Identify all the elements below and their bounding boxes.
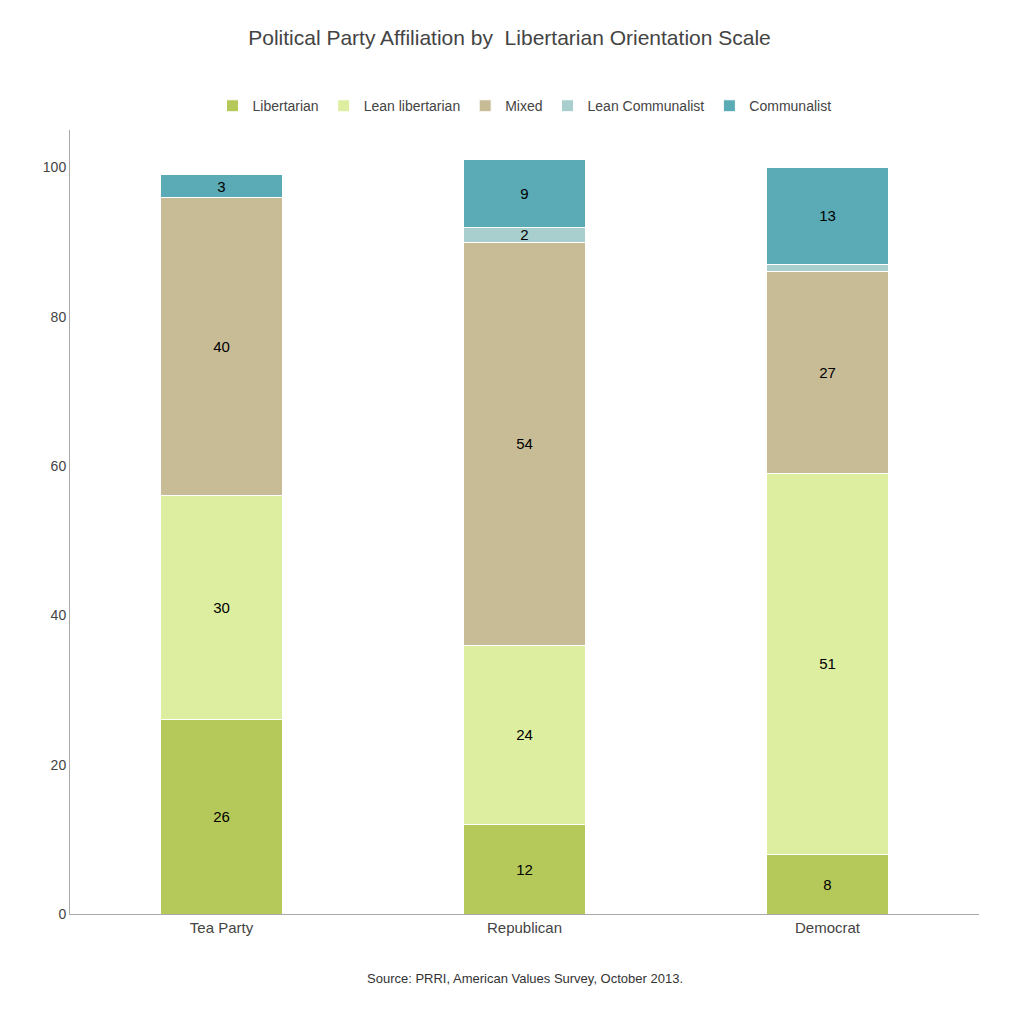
svg-text:24: 24 [516, 726, 533, 743]
svg-text:3: 3 [217, 178, 225, 195]
svg-text:12: 12 [516, 861, 533, 878]
svg-text:Political Party Affiliation by: Political Party Affiliation by Libertari… [248, 26, 771, 49]
svg-text:40: 40 [213, 338, 230, 355]
svg-text:40: 40 [51, 607, 67, 623]
svg-text:26: 26 [213, 808, 230, 825]
svg-text:Republican: Republican [487, 919, 562, 936]
svg-text:100: 100 [43, 159, 67, 175]
svg-text:Democrat: Democrat [795, 919, 861, 936]
svg-text:0: 0 [58, 906, 66, 922]
svg-text:Libertarian: Libertarian [253, 98, 319, 114]
svg-text:13: 13 [819, 207, 836, 224]
svg-text:60: 60 [51, 458, 67, 474]
svg-text:2: 2 [520, 226, 528, 243]
svg-text:20: 20 [51, 757, 67, 773]
svg-text:Source: PRRI, American Values: Source: PRRI, American Values Survey, Oc… [367, 971, 683, 986]
svg-text:Mixed: Mixed [505, 98, 542, 114]
svg-text:30: 30 [213, 599, 230, 616]
svg-text:Communalist: Communalist [749, 98, 831, 114]
svg-text:Lean Communalist: Lean Communalist [588, 98, 705, 114]
svg-text:8: 8 [823, 876, 831, 893]
svg-text:27: 27 [819, 364, 836, 381]
svg-text:80: 80 [51, 309, 67, 325]
svg-text:54: 54 [516, 435, 533, 452]
svg-text:51: 51 [819, 655, 836, 672]
svg-text:Lean libertarian: Lean libertarian [364, 98, 461, 114]
svg-text:Tea Party: Tea Party [190, 919, 254, 936]
svg-text:9: 9 [520, 185, 528, 202]
